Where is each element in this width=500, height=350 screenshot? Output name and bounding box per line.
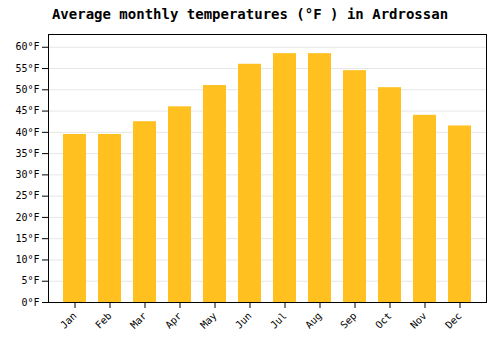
svg-text:10°F: 10°F (15, 254, 39, 265)
svg-text:5°F: 5°F (21, 275, 39, 286)
svg-text:0°F: 0°F (21, 297, 39, 308)
svg-text:Jan: Jan (58, 310, 79, 331)
svg-text:55°F: 55°F (15, 63, 39, 74)
svg-text:Mar: Mar (128, 310, 149, 331)
html-text:Average monthly temperatures (: Average monthly temperatures (°F ) in Ar… (51, 6, 449, 22)
svg-text:Aug: Aug (303, 310, 324, 331)
svg-text:50°F: 50°F (15, 84, 39, 95)
svg-text:40°F: 40°F (15, 127, 39, 138)
svg-text:Nov: Nov (408, 310, 429, 331)
svg-text:Jun: Jun (233, 310, 254, 331)
svg-text:35°F: 35°F (15, 148, 39, 159)
svg-text:45°F: 45°F (15, 105, 39, 116)
svg-text:Jul: Jul (268, 310, 289, 331)
svg-text:Oct: Oct (373, 310, 394, 331)
svg-text:Dec: Dec (443, 310, 464, 331)
svg-text:20°F: 20°F (15, 212, 39, 223)
svg-text:30°F: 30°F (15, 169, 39, 180)
svg-text:15°F: 15°F (15, 233, 39, 244)
svg-text:Sep: Sep (338, 310, 359, 331)
svg-text:May: May (198, 310, 219, 331)
svg-text:Feb: Feb (93, 310, 114, 331)
svg-text:60°F: 60°F (15, 41, 39, 52)
svg-text:Apr: Apr (163, 310, 184, 331)
svg-text:25°F: 25°F (15, 190, 39, 201)
